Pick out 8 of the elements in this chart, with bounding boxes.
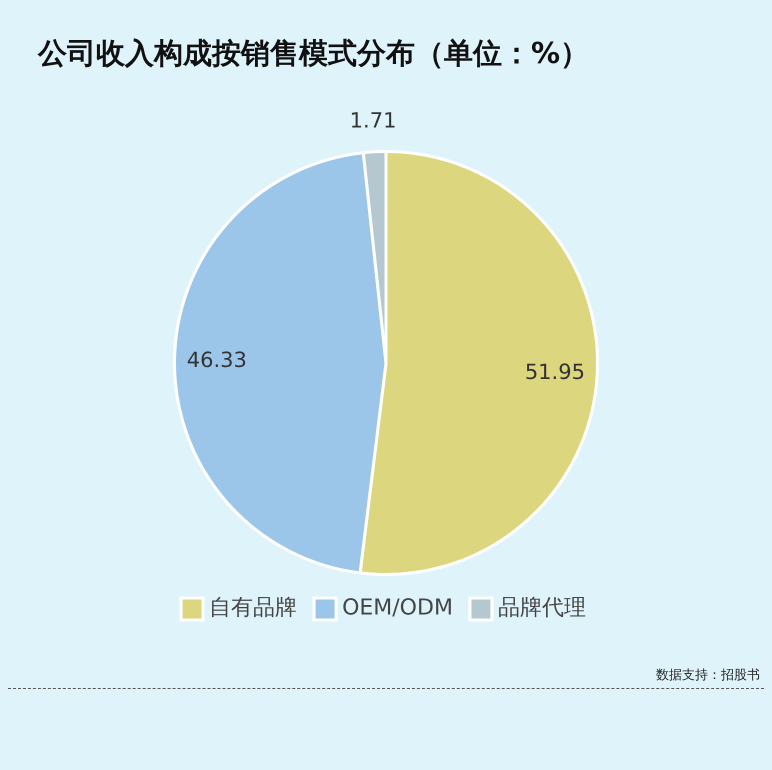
data-label: 1.71	[350, 108, 396, 133]
chart-title: 公司收入构成按销售模式分布（单位：%）	[38, 35, 590, 72]
data-label: 46.33	[186, 348, 247, 372]
text: 数据支持：招股书	[656, 667, 760, 684]
legend-label: 品牌代理	[498, 596, 586, 621]
legend-label: 自有品牌	[209, 596, 298, 621]
data-label: 51.95	[524, 360, 585, 384]
legend-label: OEM/ODM	[342, 596, 453, 621]
